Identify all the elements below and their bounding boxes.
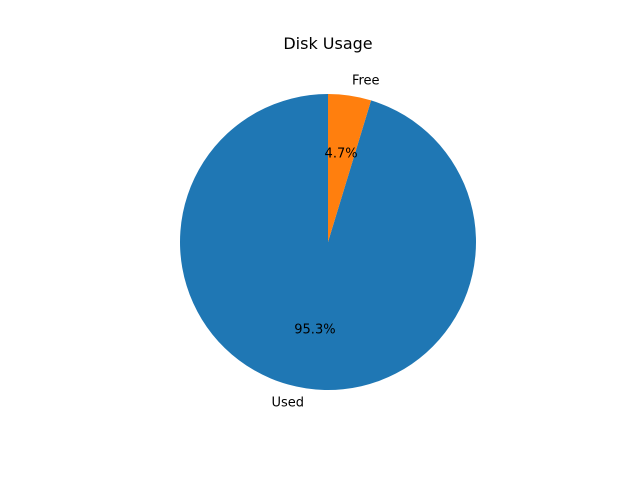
pie-slices [179,94,476,391]
pie-slice-free [328,94,372,242]
pie-slice-used [179,94,476,391]
slice-percent-used: 95.3% [294,322,335,337]
chart-title: Disk Usage [283,34,372,53]
slice-label-used: Used [272,396,305,411]
slice-label-free: Free [352,73,380,88]
slice-percent-free: 4.7% [325,147,358,162]
pie-labels: Used 95.3% Free 4.7% [272,73,380,410]
